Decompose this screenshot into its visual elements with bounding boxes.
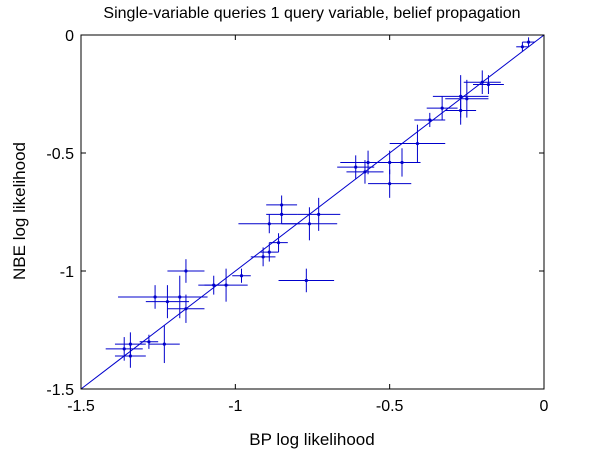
data-point [368,169,412,198]
point-marker [280,212,284,216]
x-tick-label: -0.5 [376,398,404,415]
point-marker [184,307,188,311]
y-tick-label: -1.5 [46,382,74,399]
point-marker [526,40,531,44]
point-marker [165,300,170,304]
data-point [118,285,193,309]
data-point [266,204,298,224]
point-marker [267,222,271,226]
point-marker [261,255,265,259]
point-marker [465,97,469,101]
data-point [198,275,230,295]
point-marker [276,241,281,245]
data-point [445,96,477,125]
data-point [463,70,501,94]
reference-line-y-equals-x [80,34,545,390]
x-tick-label: 0 [540,398,549,415]
point-marker [162,342,166,346]
point-marker [122,347,126,351]
point-marker [317,212,321,216]
data-point [139,334,159,349]
point-marker [415,141,420,146]
x-axis-label: BP log likelihood [249,430,374,449]
point-marker [239,274,244,278]
point-marker [184,269,188,273]
point-marker [520,45,524,49]
axis-ticks: -1.5 -1 -0.5 0 -1.5 -1 -0.5 0 [46,28,548,415]
point-marker [486,82,491,87]
point-marker [459,108,463,113]
data-point [269,233,288,253]
data-point [167,259,205,283]
data-point [473,75,504,94]
point-marker [212,283,216,287]
y-axis-label: NBE log likelihood [10,142,29,280]
data-point [145,285,190,319]
point-marker [428,118,432,122]
y-tick-label: 0 [65,28,74,45]
point-marker [388,182,392,186]
point-marker [280,203,284,207]
data-point [337,155,375,179]
point-marker [153,295,157,299]
x-tick-label: -1 [228,398,242,415]
point-marker [480,80,484,84]
point-marker [440,106,444,110]
data-points [105,37,535,368]
data-point [278,268,335,293]
data-point [389,124,446,163]
point-marker [304,278,308,283]
data-point [297,197,341,231]
reference-line-layer [80,34,545,390]
plot-area [80,34,545,390]
y-tick-label: -1 [60,264,74,281]
point-marker [366,160,370,165]
data-point [238,214,301,234]
data-point [167,294,205,323]
data-point [148,325,180,364]
data-point [445,79,489,118]
data-point [426,96,458,120]
y-tick-label: -0.5 [46,146,74,163]
data-point [516,42,529,52]
point-marker [128,354,132,358]
x-tick-label: -1.5 [67,398,95,415]
point-marker [307,222,312,226]
data-point [232,268,251,283]
data-point [114,344,146,368]
data-point [250,247,276,267]
data-point [522,37,535,47]
point-marker [363,170,367,174]
data-point [414,112,446,128]
data-point [346,160,384,184]
point-marker [354,165,358,169]
chart-title: Single-variable queries 1 query variable… [103,5,520,22]
data-point [340,150,396,175]
data-point [105,337,143,361]
point-marker [267,250,271,254]
point-marker [147,340,151,344]
